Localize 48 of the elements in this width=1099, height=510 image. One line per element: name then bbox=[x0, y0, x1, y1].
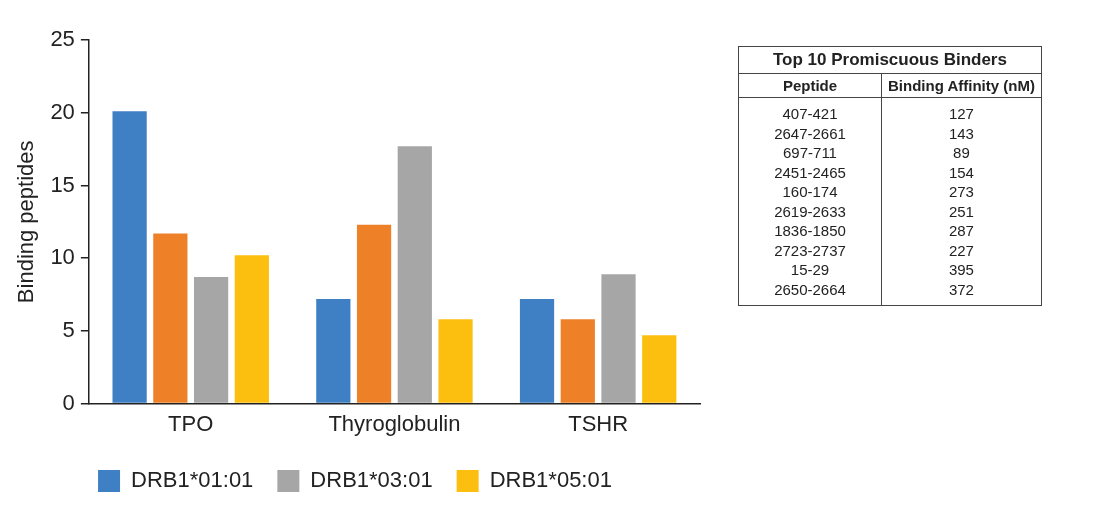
x-tick-label: TSHR bbox=[568, 410, 629, 436]
bar bbox=[642, 335, 677, 403]
category-label: 2650-2664 bbox=[738, 279, 882, 306]
y-tick-label: 5 bbox=[62, 316, 75, 342]
data-label: 127 bbox=[947, 104, 975, 124]
bar bbox=[519, 298, 555, 403]
text: Peptide bbox=[738, 73, 882, 98]
bar bbox=[316, 298, 351, 403]
y-tick-label: 0 bbox=[62, 389, 75, 415]
data-label: 395 bbox=[947, 260, 975, 280]
bar bbox=[153, 233, 188, 403]
data-label: 143 bbox=[947, 123, 975, 143]
x-tick-label: TPO bbox=[168, 410, 214, 436]
legend-label: DRB1*03:01 bbox=[310, 467, 433, 493]
legend-label: DRB1*05:01 bbox=[489, 467, 612, 493]
category-label: 15-29 bbox=[738, 260, 882, 280]
y-tick-label: 15 bbox=[50, 171, 75, 197]
data-label: 372 bbox=[947, 279, 975, 300]
category-label: 160-174 bbox=[738, 182, 882, 202]
bar bbox=[438, 319, 473, 403]
bar bbox=[356, 224, 392, 403]
category-label: 2451-2465 bbox=[738, 162, 882, 182]
category-label: 697-711 bbox=[738, 143, 882, 163]
bar bbox=[234, 255, 269, 403]
y-axis-title: Binding peptides bbox=[13, 140, 39, 304]
data-label: 287 bbox=[947, 221, 975, 241]
data-label: 251 bbox=[947, 201, 975, 221]
category-label: 2723-2737 bbox=[738, 240, 882, 260]
data-label: 227 bbox=[947, 240, 975, 260]
bar bbox=[560, 319, 595, 403]
category-label: 407-421 bbox=[738, 97, 882, 124]
category-label: 2619-2633 bbox=[738, 201, 882, 221]
text: Top 10 Promiscuous Binders bbox=[738, 46, 1042, 74]
data-label: 89 bbox=[952, 143, 971, 163]
data-label: 154 bbox=[947, 162, 975, 182]
y-tick-label: 20 bbox=[50, 98, 75, 124]
bar bbox=[397, 146, 432, 403]
bar bbox=[112, 111, 147, 403]
y-tick-label: 25 bbox=[50, 26, 75, 52]
text: Binding Affinity (nM) bbox=[881, 73, 1042, 98]
x-tick-label: Thyroglobulin bbox=[328, 410, 461, 436]
legend-label: DRB1*01:01 bbox=[131, 467, 254, 493]
y-tick-label: 10 bbox=[50, 244, 75, 270]
category-label: 2647-2661 bbox=[738, 123, 882, 143]
data-label: 273 bbox=[947, 182, 975, 202]
bar bbox=[193, 277, 229, 403]
bar bbox=[601, 274, 636, 403]
category-label: 1836-1850 bbox=[738, 221, 882, 241]
